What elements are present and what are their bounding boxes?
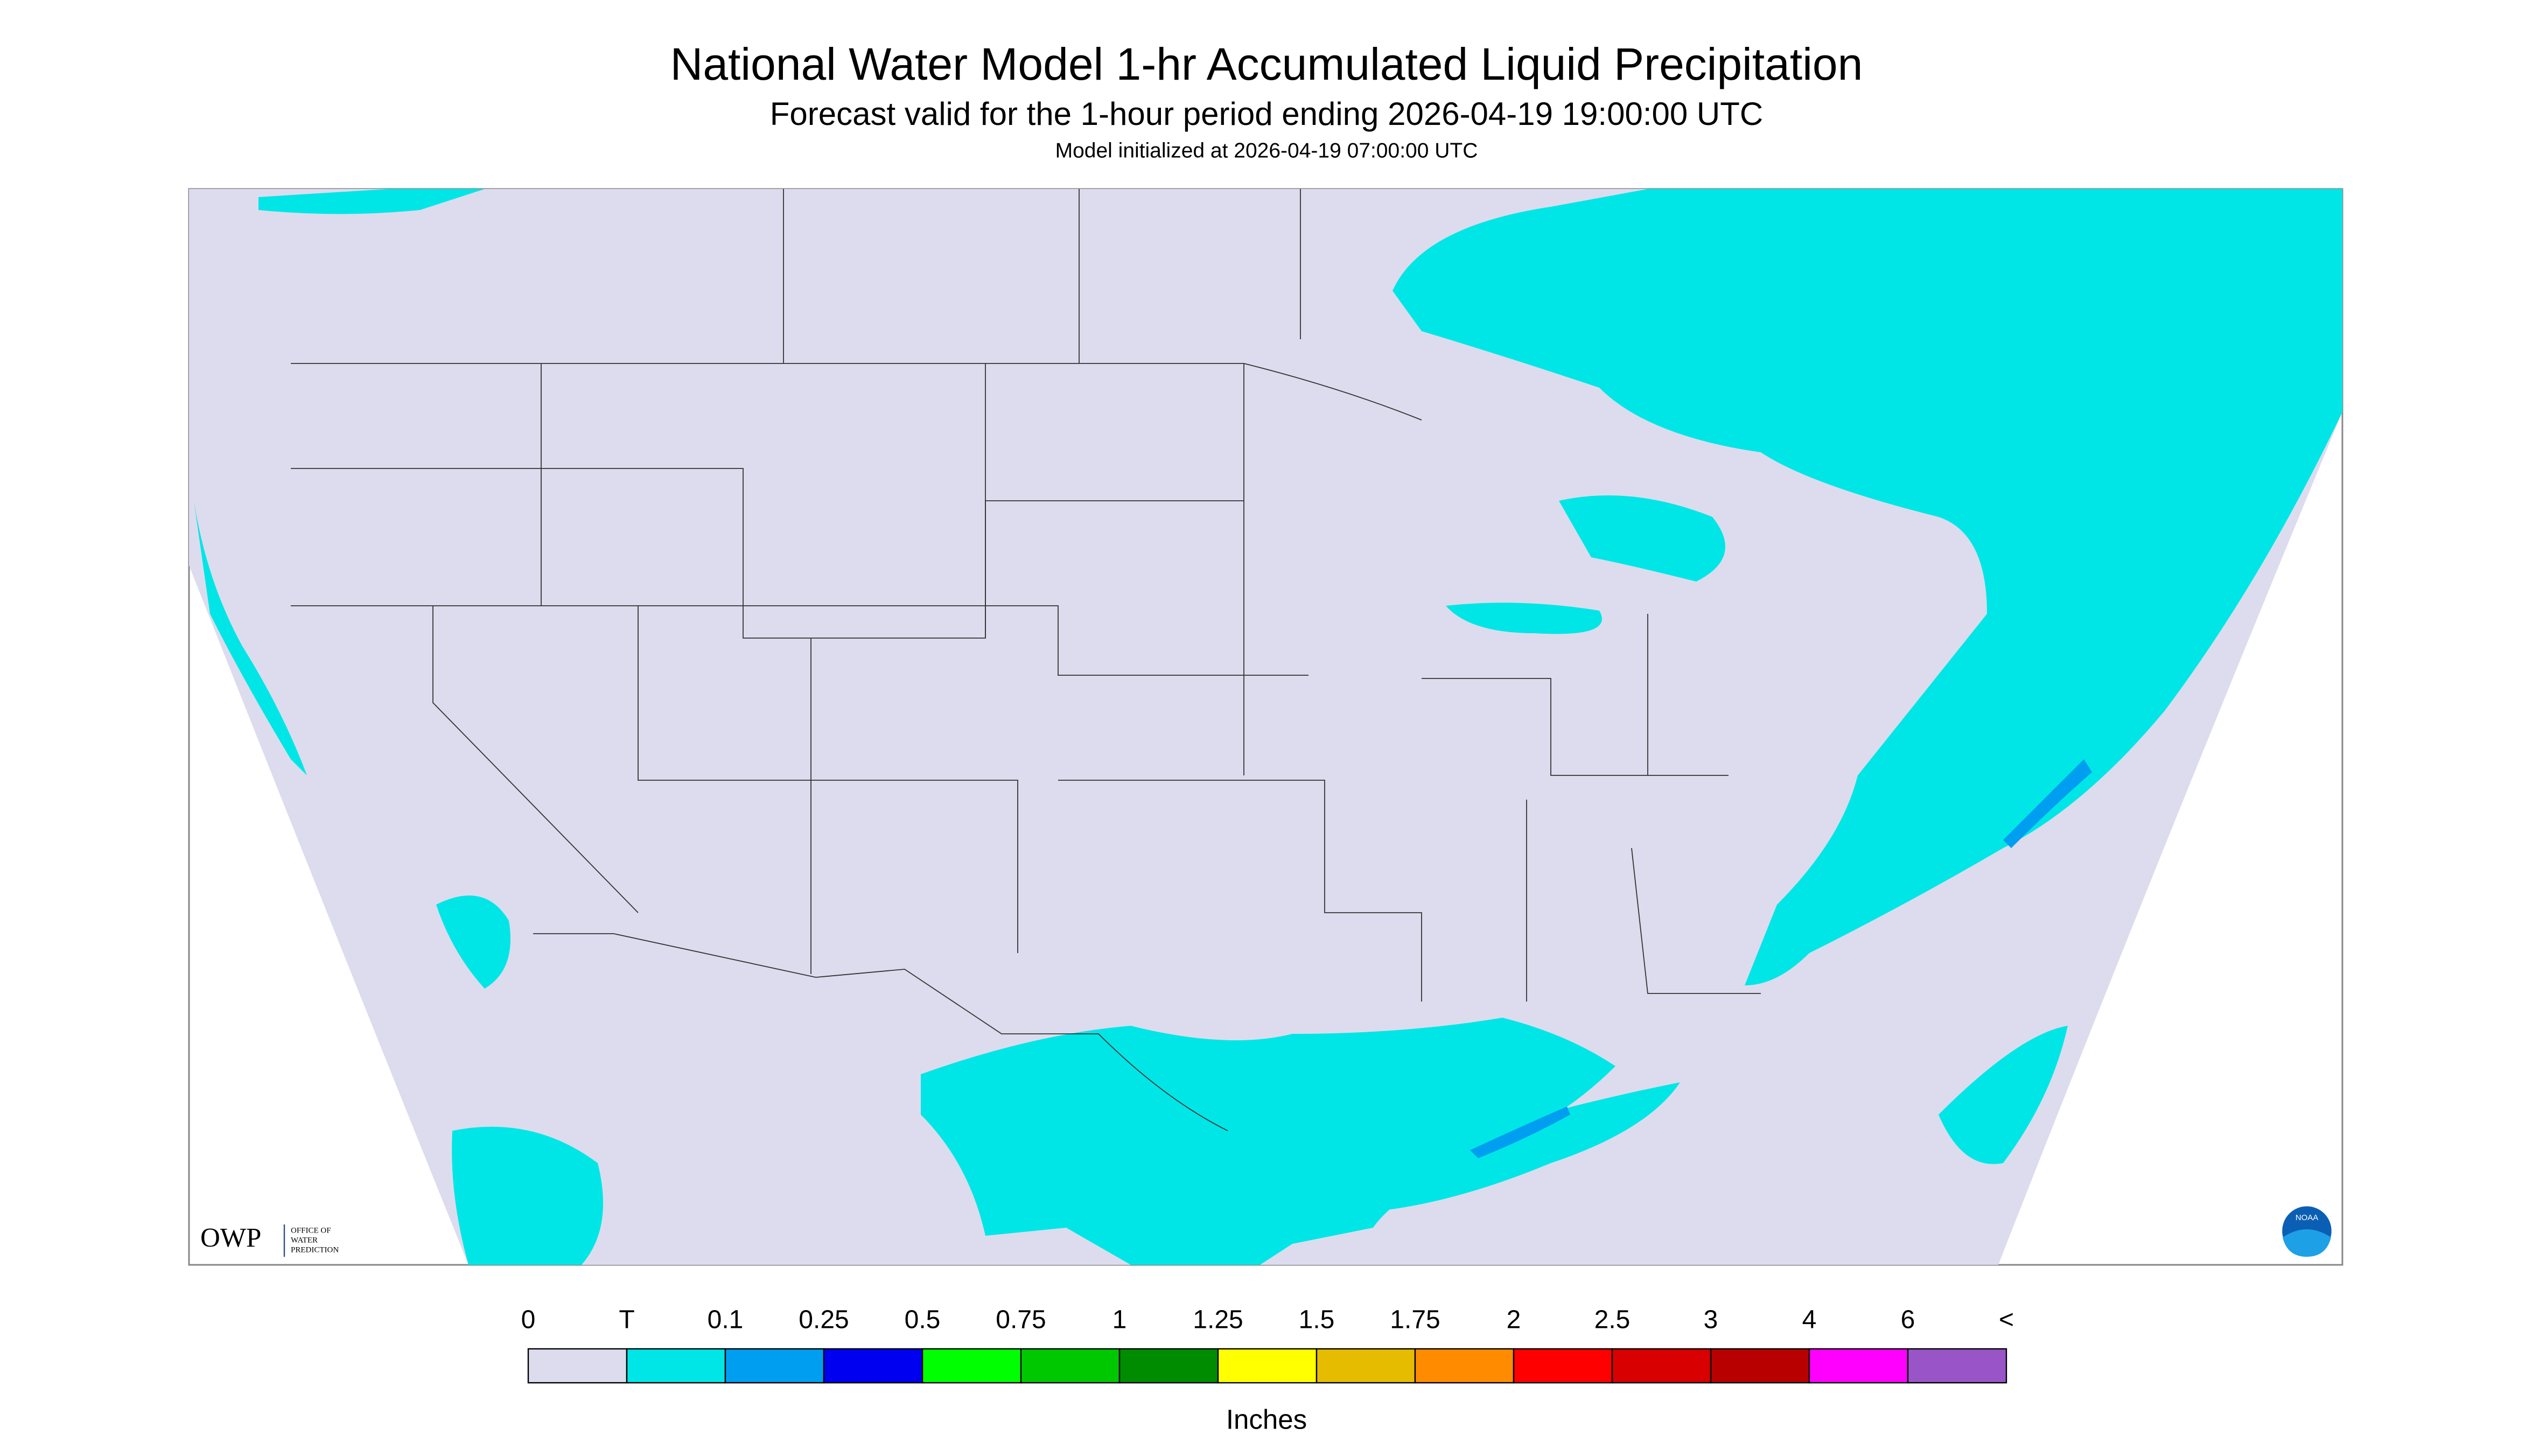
colorbar-label: 2 <box>1507 1306 1521 1334</box>
colorbar-swatch <box>1316 1348 1416 1384</box>
colorbar-swatch <box>1611 1348 1712 1384</box>
title: National Water Model 1-hr Accumulated Li… <box>670 39 1863 89</box>
owp-line: WATER <box>291 1236 318 1244</box>
owp-line: OFFICE OF <box>291 1226 331 1235</box>
precip-gulf-band <box>1373 1082 1680 1212</box>
colorbar-label: 1.25 <box>1193 1306 1243 1334</box>
colorbar-swatch <box>1118 1348 1219 1384</box>
colorbar-swatch <box>1414 1348 1515 1384</box>
noaa-logo: NOAA <box>2279 1203 2334 1258</box>
colorbar-swatch <box>527 1348 628 1384</box>
colorbar-swatch <box>626 1348 726 1384</box>
colorbar-unit: Inches <box>1226 1404 1307 1434</box>
precip-pacific-south <box>452 1126 603 1265</box>
colorbar-label: 4 <box>1802 1306 1817 1334</box>
colorbar-label: 2.5 <box>1594 1306 1631 1334</box>
colorbar-swatch <box>1808 1348 1909 1384</box>
subtitle: Forecast valid for the 1-hour period end… <box>770 96 1763 132</box>
owp-logo-text: OWP <box>200 1223 261 1254</box>
map: OWP OFFICE OF WATER PREDICTION NOAA <box>188 188 2343 1266</box>
precip-pacific <box>436 895 510 989</box>
noaa-text: NOAA <box>2296 1213 2319 1222</box>
colorbar-label: T <box>619 1306 634 1334</box>
init-time: Model initialized at 2026-04-19 07:00:00… <box>1055 139 1478 162</box>
colorbar-label: < <box>1999 1306 2014 1334</box>
precip-areas <box>194 189 2342 1265</box>
colorbar-label: 0.5 <box>905 1306 941 1334</box>
colorbar: 0 T 0.1 0.25 0.5 0.75 1 1.25 1.5 1.75 2 2.5 3 4 6 < <box>521 1306 2014 1384</box>
owp-logo: OWP OFFICE OF WATER PREDICTION <box>200 1223 339 1257</box>
colorbar-swatch <box>1020 1348 1121 1384</box>
colorbar-swatch <box>724 1348 825 1384</box>
precip-northeast <box>1393 189 2342 986</box>
state-borders <box>291 189 1761 1131</box>
colorbar-label: 0 <box>521 1306 536 1334</box>
colorbar-swatch <box>1513 1348 1613 1384</box>
colorbar-swatch <box>1710 1348 1810 1384</box>
precip-midwest <box>1446 603 1602 634</box>
colorbar-label: 0.75 <box>996 1306 1046 1334</box>
colorbar-label: 1.75 <box>1390 1306 1440 1334</box>
precip-gulf <box>921 1018 1615 1265</box>
colorbar-swatch <box>1217 1348 1318 1384</box>
precip-atlantic <box>1939 1026 2068 1164</box>
colorbar-label: 1 <box>1112 1306 1127 1334</box>
colorbar-label: 1.5 <box>1299 1306 1335 1334</box>
colorbar-swatch <box>1907 1348 2007 1384</box>
colorbar-swatch <box>823 1348 923 1384</box>
precip-heavy-band <box>2003 759 2092 849</box>
precip-great-lakes <box>1559 495 1725 582</box>
colorbar-label: 0.1 <box>708 1306 744 1334</box>
colorbar-label: 6 <box>1901 1306 1915 1334</box>
colorbar-label: 0.25 <box>799 1306 849 1334</box>
precip-heavy-gulf <box>1470 1107 1570 1159</box>
noaa-wave <box>2283 1229 2331 1257</box>
precip-north-pacific <box>258 189 485 214</box>
colorbar-swatch <box>921 1348 1022 1384</box>
owp-line: PREDICTION <box>291 1245 339 1254</box>
colorbar-label: 3 <box>1704 1306 1718 1334</box>
precip-west-coast <box>194 501 307 776</box>
